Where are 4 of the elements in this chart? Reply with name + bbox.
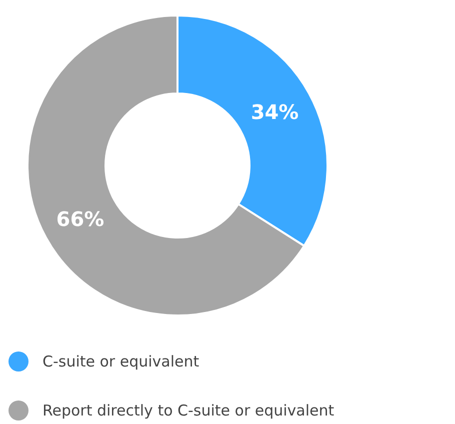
legend-label: C-suite or equivalent: [42, 352, 200, 370]
legend-label: Report directly to C-suite or equivalent: [42, 402, 334, 420]
data-label: 66%: [56, 206, 104, 231]
data-label: 34%: [250, 100, 299, 124]
